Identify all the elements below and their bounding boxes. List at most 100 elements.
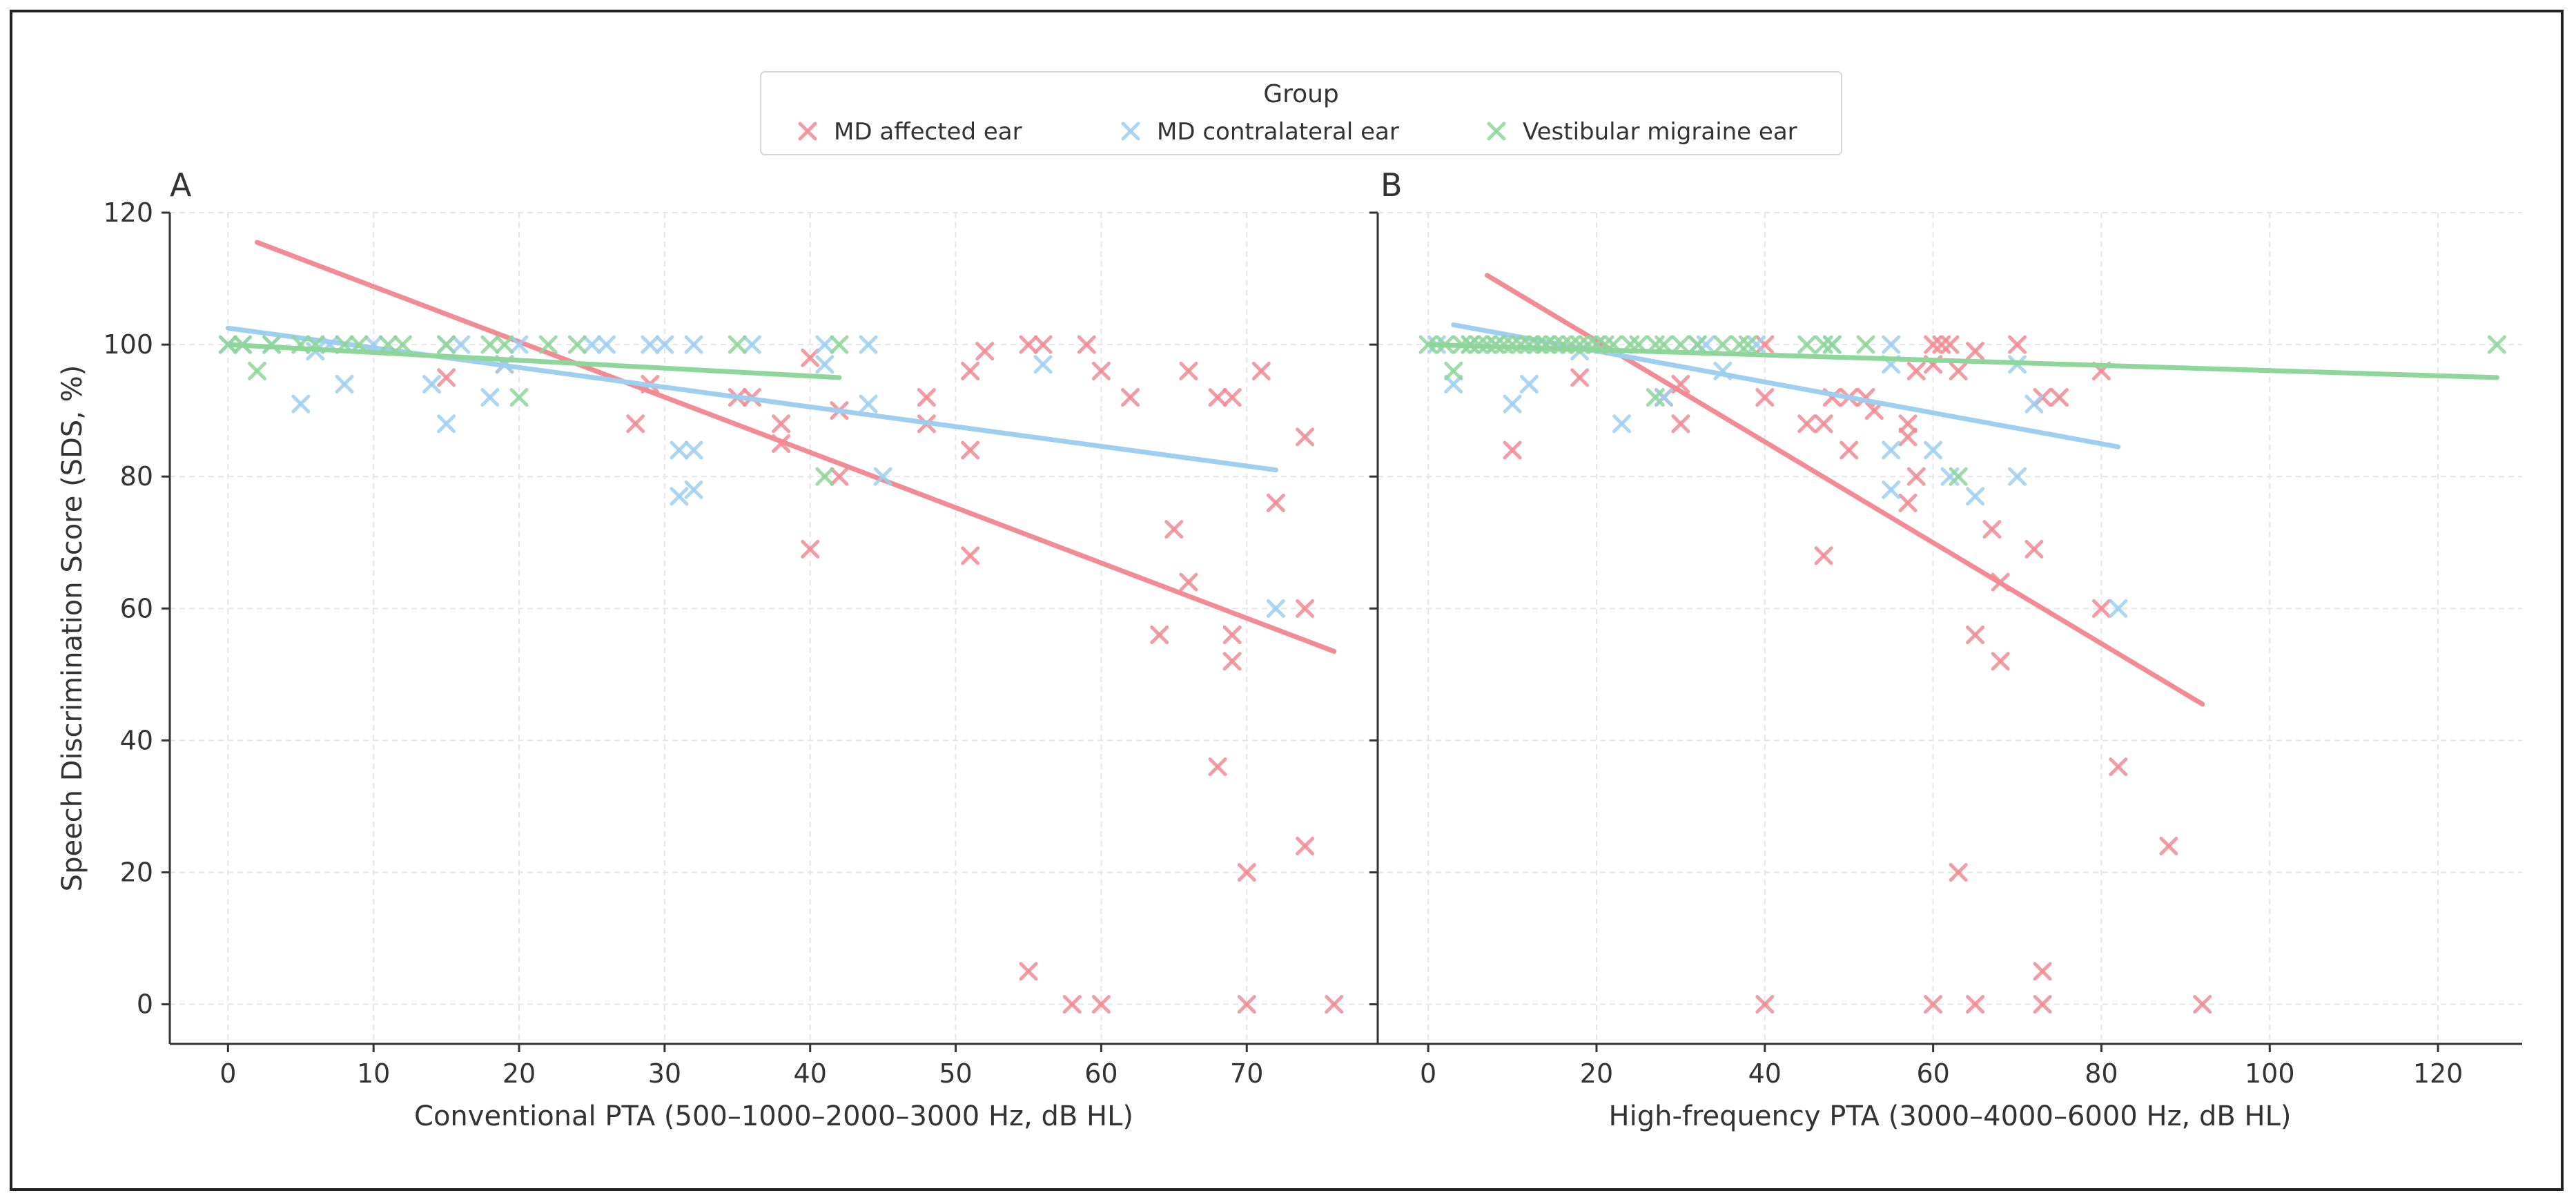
series-vestibular-migraine-ear [218, 335, 849, 486]
data-point [2033, 962, 2052, 981]
data-point [1814, 414, 1833, 434]
data-point [1019, 335, 1038, 354]
x-tick-label: 120 [2413, 1058, 2463, 1089]
data-point [1864, 401, 1884, 420]
legend-marker [798, 122, 817, 141]
legend-box [760, 71, 1842, 155]
y-tick-label: 40 [120, 725, 153, 755]
data-point [1822, 335, 1842, 354]
legend-label: MD contralateral ear [1157, 118, 1399, 146]
data-point [859, 335, 878, 354]
legend-marker-md-contralateral-ear-icon [1121, 122, 1140, 141]
data-point [1906, 361, 1926, 380]
data-point [1164, 520, 1184, 539]
data-point [830, 335, 849, 354]
data-point [815, 467, 835, 486]
data-point [422, 374, 442, 394]
data-point [1091, 361, 1111, 380]
data-point [1296, 599, 1315, 618]
data-point [2109, 757, 2128, 777]
data-point [670, 440, 689, 460]
trend-line-vestibular-migraine-ear [1425, 342, 2499, 380]
trend-line-vestibular-migraine-ear [225, 342, 842, 380]
data-point [1949, 467, 1968, 486]
data-point [684, 335, 703, 354]
legend-marker [1121, 122, 1140, 141]
data-point [961, 546, 980, 565]
data-point [2049, 388, 2069, 407]
x-tick-label: 20 [502, 1058, 536, 1089]
legend-marker [1487, 122, 1506, 141]
data-point [291, 394, 311, 414]
data-point [480, 388, 500, 407]
data-point [728, 335, 747, 354]
y-tick-label: 20 [120, 857, 153, 888]
series-vestibular-migraine-ear [1418, 335, 2506, 486]
x-tick-label: 0 [219, 1058, 236, 1089]
x-tick-label: 60 [1084, 1058, 1118, 1089]
panel-letter: A [170, 166, 192, 204]
data-point [626, 414, 645, 434]
y-axis-title: Speech Discrimination Score (SDS, %) [57, 365, 88, 892]
data-point [1966, 995, 1985, 1014]
data-point [451, 335, 471, 354]
data-point [1444, 361, 1463, 380]
data-point [2159, 836, 2178, 855]
data-point [1179, 572, 1198, 592]
data-point [1222, 626, 1242, 645]
data-point [670, 487, 689, 506]
data-point [684, 480, 703, 499]
x-tick-label: 70 [1230, 1058, 1263, 1089]
data-point [1612, 414, 1632, 434]
data-point [2109, 599, 2128, 618]
data-point [2033, 995, 2052, 1014]
data-point [772, 414, 791, 434]
data-point [1991, 652, 2010, 671]
x-tick-label: 30 [648, 1058, 681, 1089]
data-point [1296, 836, 1315, 855]
data-point [1966, 626, 1985, 645]
x-tick-label: 10 [357, 1058, 390, 1089]
data-point [815, 335, 835, 354]
data-point [378, 335, 398, 354]
legend-label: MD affected ear [834, 118, 1022, 146]
data-point [1755, 995, 1775, 1014]
data-point [1671, 414, 1690, 434]
data-point [2024, 394, 2044, 414]
data-point [1121, 388, 1140, 407]
figure-canvas: Group MD affected ear MD contralateral e… [57, 71, 2522, 1132]
grid [170, 212, 1378, 1044]
legend-title: Group [1263, 80, 1339, 108]
x-axis-title: High-frequency PTA (3000–4000–6000 Hz, d… [1609, 1101, 2292, 1132]
x-tick-label: 20 [1580, 1058, 1613, 1089]
data-point [859, 394, 878, 414]
data-point [597, 335, 616, 354]
x-tick-label: 0 [1420, 1058, 1436, 1089]
data-point [1797, 335, 1817, 354]
data-point [248, 361, 267, 380]
data-point [1840, 440, 1859, 460]
data-point [1924, 995, 1943, 1014]
legend-label: Vestibular migraine ear [1523, 118, 1797, 146]
legend-entry-md-contralateral: MD contralateral ear [1121, 118, 1399, 146]
data-point [1882, 335, 1901, 354]
data-point [975, 342, 995, 361]
data-point [641, 335, 660, 354]
data-point [1898, 493, 1918, 512]
data-point [1077, 335, 1096, 354]
data-point [1646, 388, 1665, 407]
data-point [567, 335, 587, 354]
panel-a: 0 10 20 30 40 50 60 70 0 20 40 60 80 100 120 Convention… [57, 166, 1378, 1132]
figure-frame: Group MD affected ear MD contralateral e… [10, 10, 2564, 1191]
data-point [393, 335, 412, 354]
data-point [1033, 335, 1053, 354]
legend-entry-md-affected: MD affected ear [798, 118, 1022, 146]
data-point [1882, 480, 1901, 499]
data-point [830, 467, 849, 486]
data-point [1237, 863, 1256, 882]
data-point [1688, 335, 1707, 354]
data-point [1898, 427, 1918, 447]
data-point [480, 335, 500, 354]
data-point [1208, 388, 1227, 407]
data-point [1503, 394, 1522, 414]
